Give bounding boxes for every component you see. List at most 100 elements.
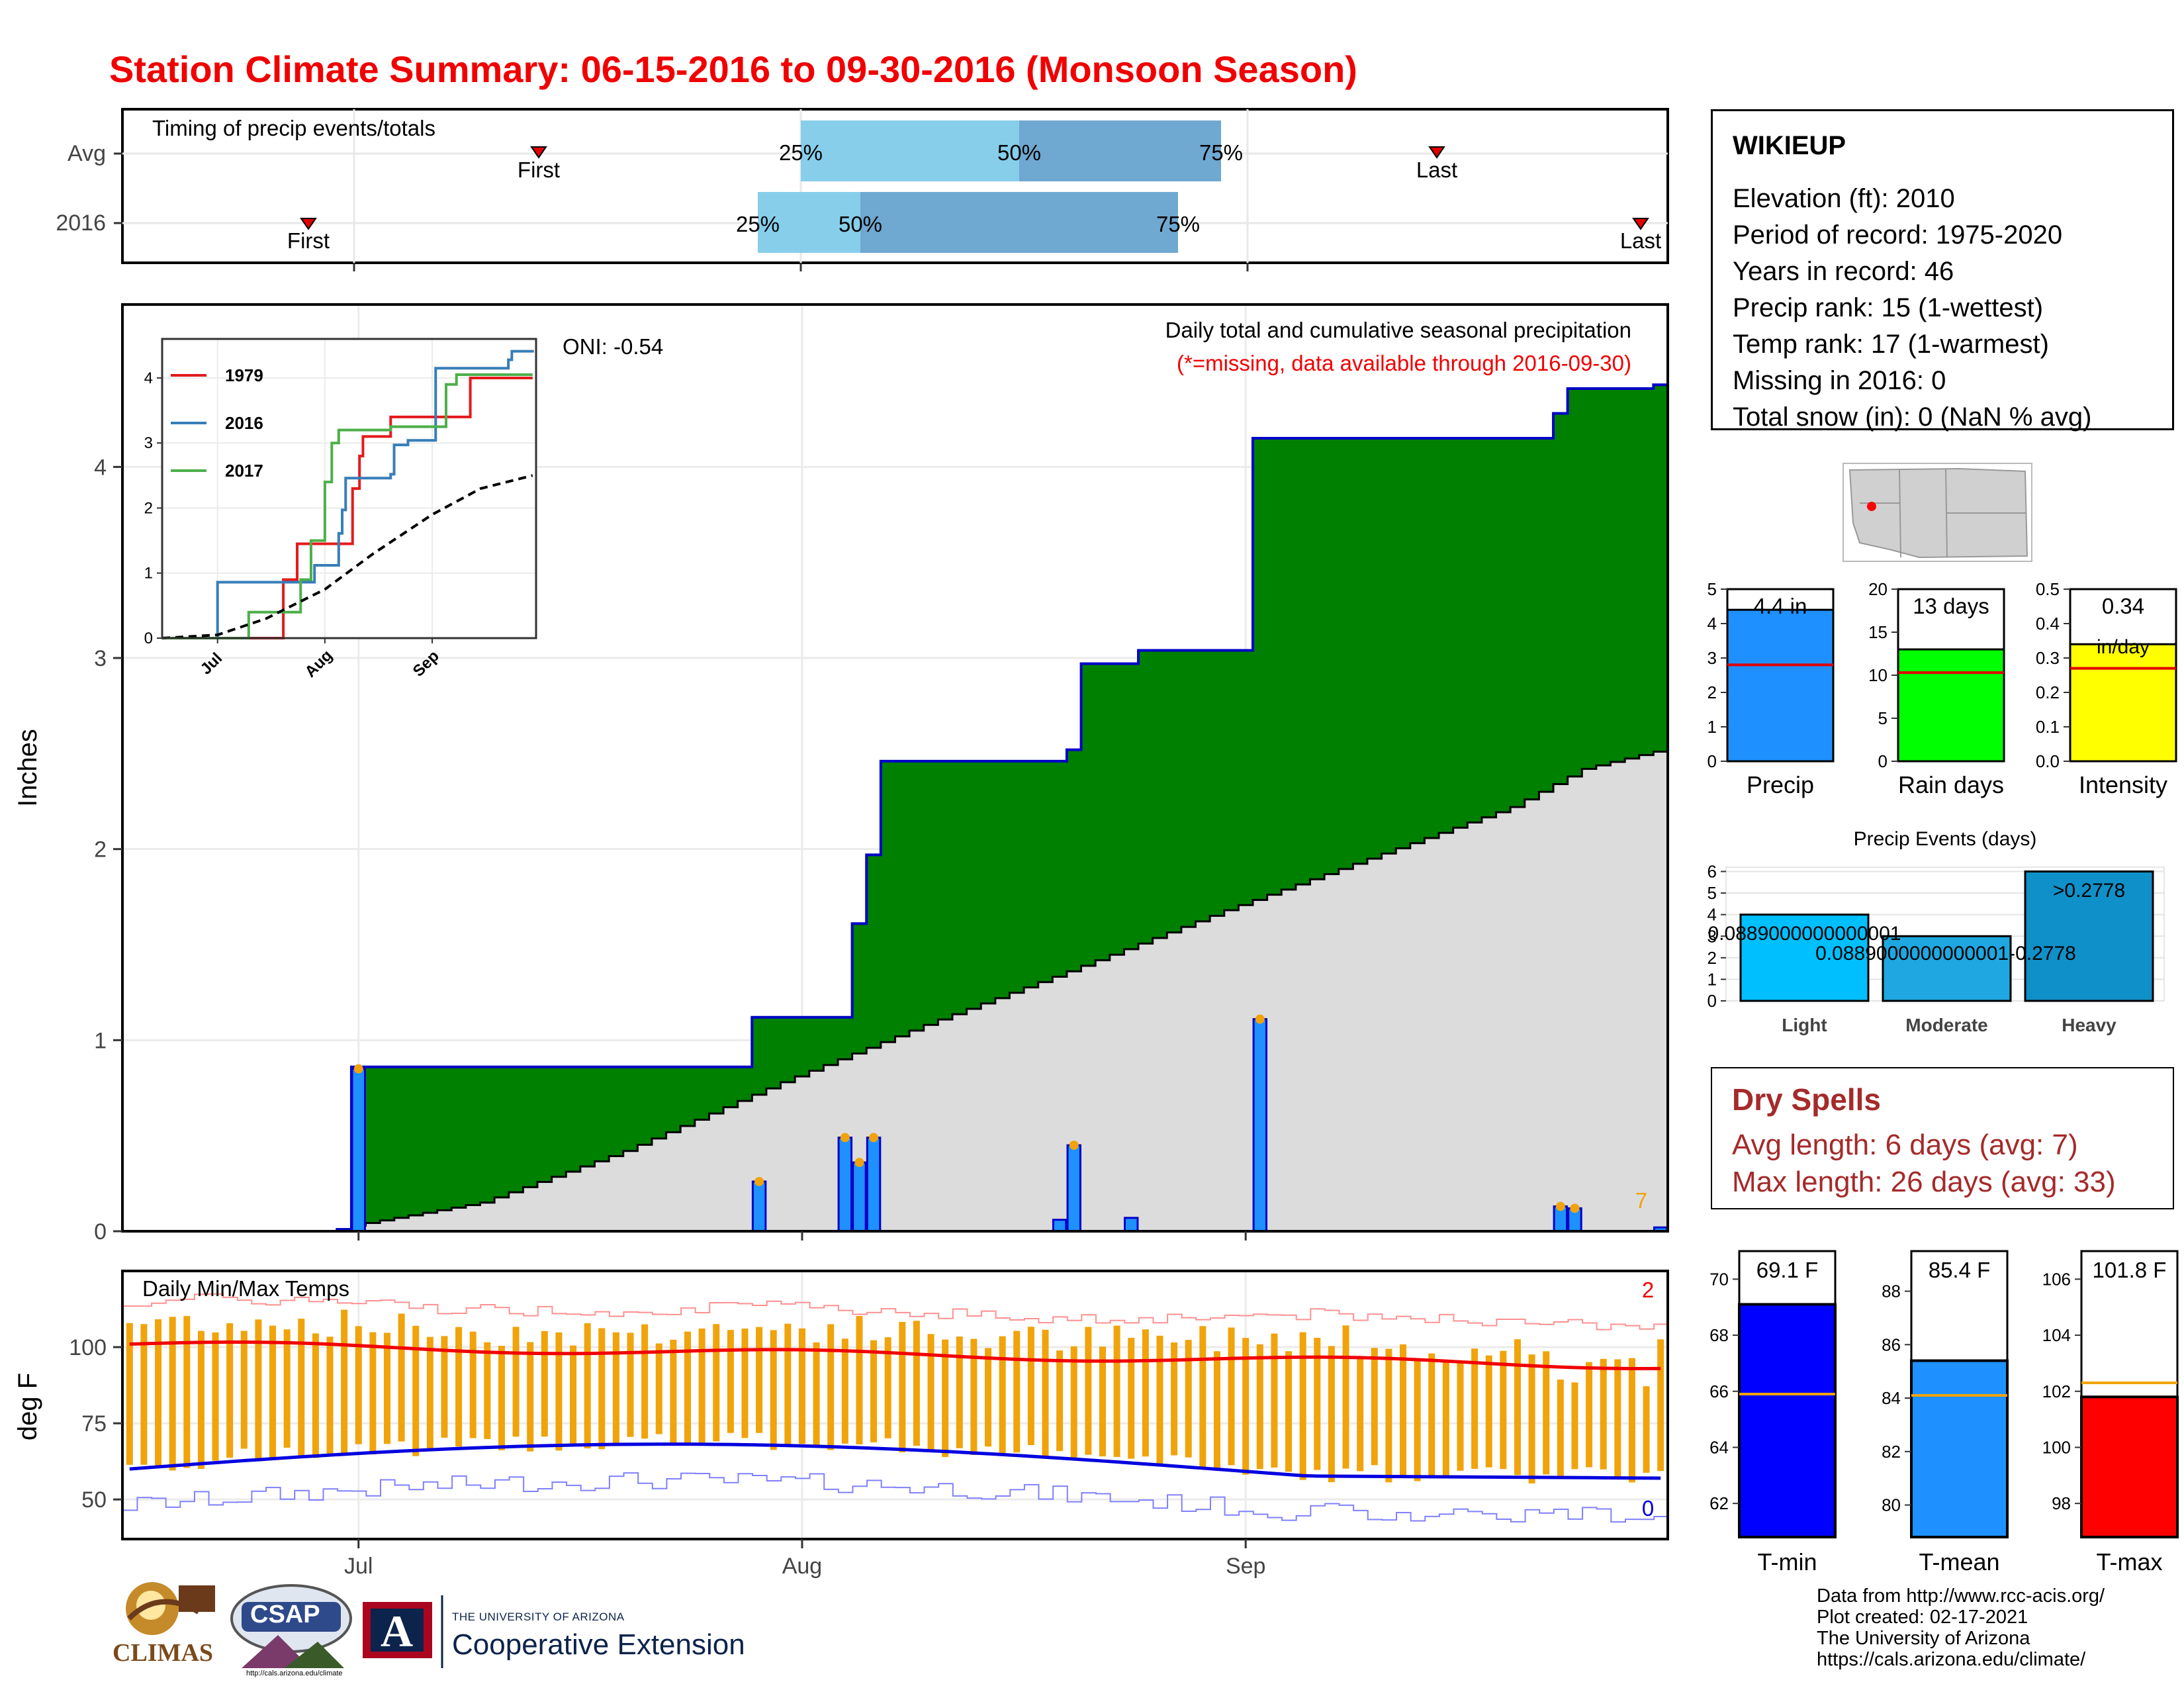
daily-temp-bar bbox=[1442, 1362, 1449, 1477]
station-snow: Total snow (in): 0 (NaN % avg) bbox=[1733, 402, 2092, 432]
tsum-value-text: 101.8 F bbox=[2093, 1258, 2167, 1282]
events-bar-Moderate bbox=[1882, 935, 2012, 1002]
tmax-record-line bbox=[122, 1293, 1668, 1331]
inset-ytick-label: 0 bbox=[144, 630, 153, 647]
daily-temp-bar bbox=[469, 1331, 477, 1438]
daily-precip-marker bbox=[840, 1133, 850, 1143]
daily-temp-bar bbox=[856, 1316, 863, 1444]
tmin-avg-line bbox=[129, 1442, 1661, 1480]
tsum-ytick-label: 102 bbox=[2042, 1382, 2071, 1401]
daily-precip-marker bbox=[353, 1064, 363, 1074]
daily-precip-marker bbox=[1069, 1141, 1079, 1150]
daily-temp-bar bbox=[684, 1331, 692, 1444]
dry-spells-title: Dry Spells bbox=[1732, 1082, 1881, 1117]
events-bar-Light bbox=[1739, 914, 1870, 1002]
inset-ytick-label: 4 bbox=[144, 369, 153, 387]
climas-logo-text: CLIMAS bbox=[113, 1639, 214, 1667]
tsum-ytick-label: 106 bbox=[2042, 1269, 2071, 1289]
daily-temp-bar bbox=[1171, 1342, 1178, 1456]
y2016-q75-label: 75% bbox=[1156, 212, 1200, 236]
temp-xtick-label: Jul bbox=[344, 1554, 373, 1579]
daily-temp-bar bbox=[126, 1323, 133, 1465]
daily-temp-bar bbox=[1571, 1382, 1578, 1470]
daily-temp-bar bbox=[1485, 1355, 1492, 1468]
summary-label: Rain days bbox=[1898, 771, 2004, 798]
temp-xtick-label: Aug bbox=[782, 1554, 823, 1579]
summary-ytick-label: 0.1 bbox=[2036, 717, 2060, 737]
daily-temp-bar bbox=[1228, 1327, 1235, 1466]
daily-temp-bar bbox=[1557, 1380, 1564, 1476]
summary-ytick-label: 0.0 bbox=[2036, 751, 2060, 771]
summary-value-text: 4.4 in bbox=[1754, 594, 1807, 618]
inset-legend-label: 1979 bbox=[225, 365, 263, 385]
daily-temp-bar bbox=[1314, 1338, 1321, 1470]
temp-ytick-label: 100 bbox=[69, 1335, 107, 1360]
daily-temp-bar bbox=[1056, 1350, 1064, 1451]
avg-q50-label: 50% bbox=[997, 140, 1041, 165]
daily-temp-bar bbox=[1543, 1351, 1550, 1475]
daily-temp-bar bbox=[942, 1339, 949, 1458]
daily-precip-bar bbox=[852, 1161, 867, 1233]
inset-ytick-label: 1 bbox=[144, 565, 153, 583]
tsum-ytick-label: 80 bbox=[1882, 1495, 1901, 1515]
daily-temp-bar bbox=[298, 1319, 305, 1456]
tsum-ytick-label: 82 bbox=[1882, 1442, 1901, 1462]
tmin-record-line bbox=[122, 1472, 1668, 1523]
tsum-ytick-label: 62 bbox=[1709, 1493, 1729, 1513]
summary-value-text2: in/day bbox=[2097, 636, 2150, 658]
y2016-first-marker bbox=[300, 218, 317, 230]
temp-ylabel: deg F bbox=[13, 1373, 42, 1440]
dry-spells-avg: Avg length: 6 days (avg: 7) bbox=[1732, 1129, 2078, 1161]
daily-temp-bar bbox=[870, 1340, 878, 1442]
daily-temp-bar bbox=[1185, 1340, 1192, 1458]
events-ytick-label: 2 bbox=[1707, 948, 1717, 968]
daily-temp-bar bbox=[1457, 1362, 1464, 1471]
daily-temp-bar bbox=[455, 1327, 463, 1447]
daily-temp-bar bbox=[913, 1321, 920, 1446]
daily-temp-bar bbox=[1199, 1326, 1206, 1468]
station-missing: Missing in 2016: 0 bbox=[1733, 366, 1946, 395]
y2016-quartile-25-50 bbox=[758, 192, 860, 253]
daily-precip-marker bbox=[1570, 1203, 1580, 1213]
daily-temp-bar bbox=[1428, 1353, 1435, 1477]
credit-url: https://cals.arizona.edu/climate/ bbox=[1817, 1649, 2086, 1670]
daily-temp-bar bbox=[1113, 1325, 1120, 1457]
summary-label: Intensity bbox=[2079, 771, 2167, 798]
events-ytick-label: 5 bbox=[1707, 883, 1717, 903]
daily-temp-bar bbox=[398, 1313, 405, 1442]
daily-temp-bar bbox=[670, 1339, 677, 1445]
daily-precip-bar bbox=[1066, 1144, 1081, 1233]
daily-temp-bar bbox=[383, 1333, 390, 1444]
dry-spells-max: Max length: 26 days (avg: 33) bbox=[1732, 1166, 2116, 1198]
temp-bars bbox=[126, 1309, 1664, 1483]
summary-ytick-label: 0.5 bbox=[2036, 579, 2060, 599]
daily-precip-marker bbox=[1255, 1014, 1265, 1024]
daily-temp-bar bbox=[312, 1333, 319, 1458]
tsum-ytick-label: 88 bbox=[1882, 1282, 1901, 1301]
summary-bar-Rain days bbox=[1897, 648, 2005, 763]
daily-temp-bar bbox=[1643, 1386, 1650, 1473]
daily-temp-bar bbox=[1156, 1335, 1163, 1464]
daily-temp-bar bbox=[426, 1336, 433, 1449]
avg-first-marker bbox=[530, 146, 547, 159]
summary-ytick-label: 0 bbox=[1707, 751, 1717, 771]
inset-series-2017 bbox=[162, 373, 533, 639]
station-temp-rank: Temp rank: 17 (1-warmest) bbox=[1733, 330, 2049, 359]
cumulative-2016-outline bbox=[122, 383, 1668, 1233]
daily-temp-bar bbox=[269, 1325, 277, 1459]
y2016-first-label: First bbox=[287, 228, 330, 253]
summary-bar-Intensity bbox=[2069, 643, 2177, 763]
y2016-last-label: Last bbox=[1620, 228, 1661, 253]
oni-label: ONI: -0.54 bbox=[563, 334, 663, 359]
daily-temp-bar bbox=[1657, 1339, 1664, 1472]
temp-count-lo: 0 bbox=[1642, 1496, 1654, 1521]
events-xlabel: Heavy bbox=[2062, 1015, 2116, 1035]
avg-q25-label: 25% bbox=[779, 140, 823, 165]
daily-temp-bar bbox=[197, 1331, 205, 1469]
daily-precip-bar bbox=[1052, 1219, 1068, 1233]
avg-last-label: Last bbox=[1416, 158, 1457, 182]
inset-legend-label: 2016 bbox=[225, 413, 263, 433]
page-title: Station Climate Summary: 06-15-2016 to 0… bbox=[109, 48, 1357, 90]
temp-panel-label: Daily Min/Max Temps bbox=[142, 1276, 349, 1301]
credit-university: The University of Arizona bbox=[1817, 1628, 2030, 1649]
